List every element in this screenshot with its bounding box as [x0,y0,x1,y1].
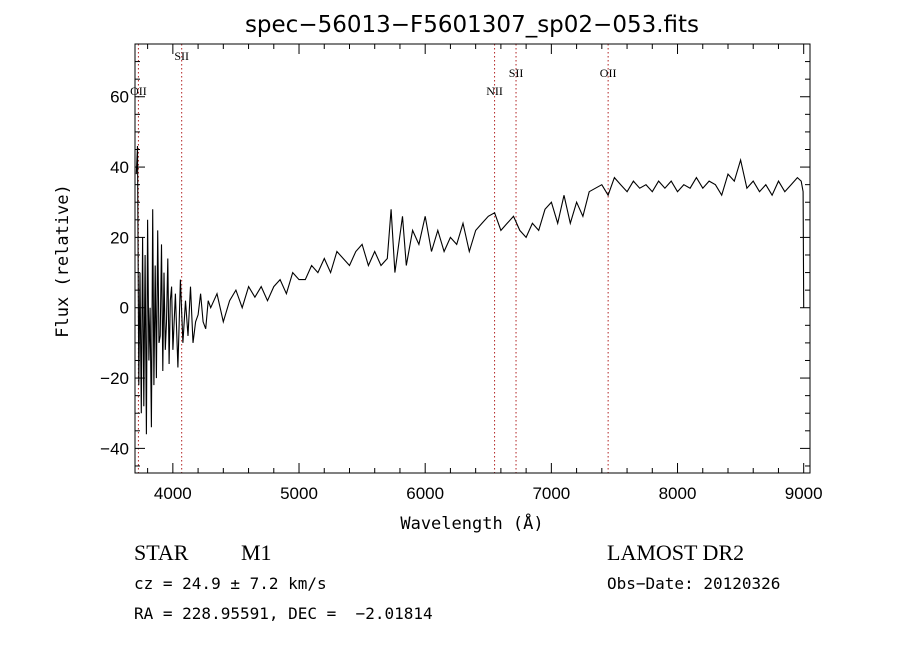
redshift-cz: cz = 24.9 ± 7.2 km/s [134,574,327,593]
emission-line-label: OII [600,66,617,80]
x-axis-label: Wavelength (Å) [400,512,543,534]
y-tick-label: 20 [110,228,129,247]
emission-line-label: SII [174,49,189,63]
plot-frame [134,43,811,474]
y-tick-label: −20 [100,369,129,388]
y-tick-label: 40 [110,158,129,177]
object-class: STAR [134,540,189,565]
x-tick-label: 5000 [280,484,318,503]
y-tick-label: 0 [120,299,129,318]
y-tick-label: −40 [100,439,129,458]
emission-line-markers: OII SII NII SII OII [130,44,616,473]
y-axis-label: Flux (relative) [53,184,73,338]
x-tick-label: 4000 [154,484,192,503]
ra-dec-coordinates: RA = 228.95591, DEC = −2.01814 [134,604,433,623]
x-tick-label: 7000 [532,484,570,503]
emission-line-label: NII [486,84,503,98]
survey-name: LAMOST DR2 [607,540,745,565]
chart-title: spec−56013−F5601307_sp02−053.fits [245,12,699,38]
emission-line-label: OII [130,84,147,98]
x-tick-label: 6000 [406,484,444,503]
axis-ticks: 4000 5000 6000 7000 8000 9000 −40 −20 0 20 40 60 [100,44,823,503]
spectrum-line [135,145,805,435]
object-subclass: M1 [241,540,272,565]
emission-line-label: SII [509,66,524,80]
y-tick-label: 60 [110,88,129,107]
observation-date: Obs−Date: 20120326 [607,574,781,593]
x-tick-label: 8000 [659,484,697,503]
x-tick-label: 9000 [785,484,823,503]
